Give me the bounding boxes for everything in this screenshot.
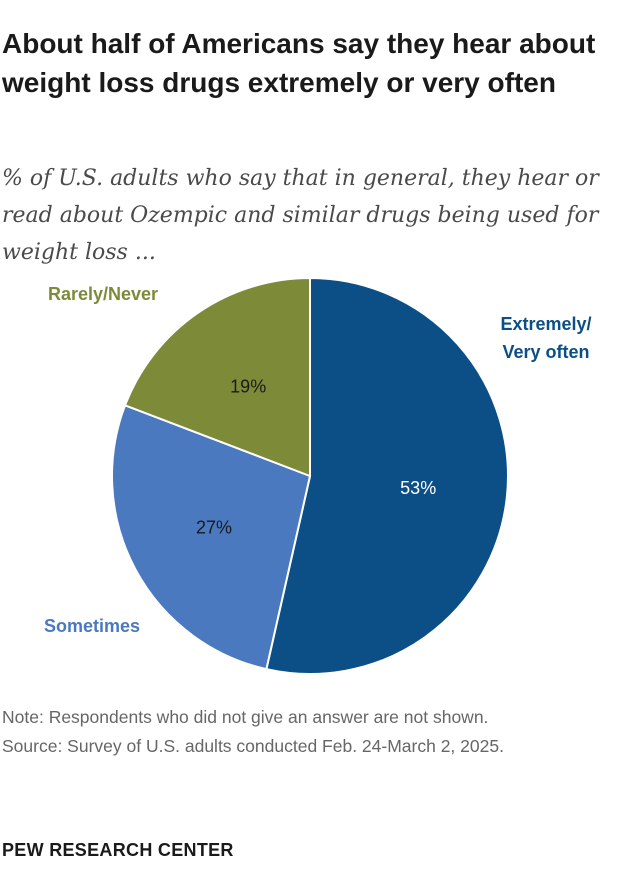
slice-category-label-0: Extremely/Very often <box>500 314 591 362</box>
chart-notes: Note: Respondents who did not give an an… <box>2 703 602 761</box>
pie-slice-1 <box>111 404 312 671</box>
chart-title: About half of Americans say they hear ab… <box>2 28 596 98</box>
brand-logo-text: PEW RESEARCH CENTER <box>2 840 234 860</box>
slice-value-label-2: 19% <box>230 376 266 396</box>
chart-subtitle: % of U.S. adults who say that in general… <box>2 166 599 265</box>
note-text: Note: Respondents who did not give an an… <box>2 707 489 727</box>
slice-value-label-1: 27% <box>196 517 232 537</box>
slice-category-label-1: Sometimes <box>44 616 140 636</box>
pie-slice-2 <box>123 276 311 478</box>
pie-slice-0 <box>265 276 509 675</box>
slice-category-label-2: Rarely/Never <box>48 284 158 304</box>
source-text: Source: Survey of U.S. adults conducted … <box>2 736 504 756</box>
slice-value-label-0: 53% <box>400 478 436 498</box>
